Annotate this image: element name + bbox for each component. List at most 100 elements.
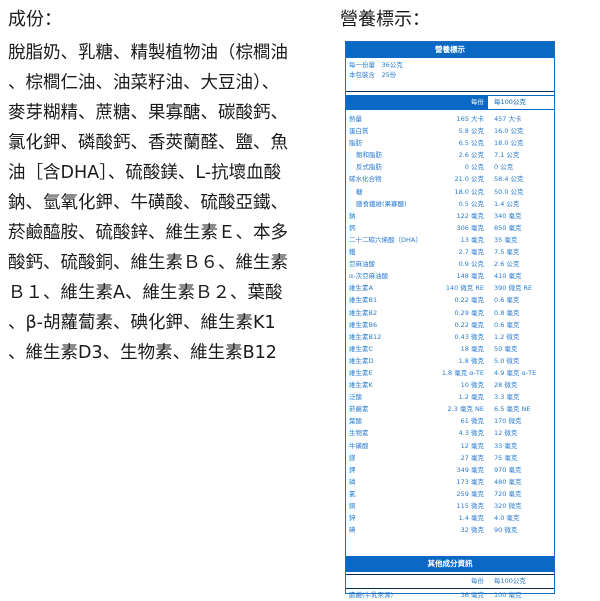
per-100g-value: 5.0 微克	[494, 356, 520, 365]
per-serving-value: 0.9 公克	[458, 260, 484, 269]
table-row: 維生素K 10 微克 28 微克	[346, 379, 554, 391]
ingredient-line: 脫脂奶、乳糖、精製植物油（棕櫚油	[8, 43, 288, 63]
per-serving-value: 0.5 公克	[458, 199, 484, 208]
nutrient-name: 維生素A	[349, 284, 373, 293]
nutrient-name: 維生素K	[349, 381, 373, 390]
table-row: 生物素 4.3 微克 12 微克	[346, 427, 554, 439]
table-row: 維生素A 140 微克 RE 390 微克 RE	[346, 282, 554, 294]
per-100g-value: 50 毫克	[494, 344, 518, 353]
per-serving-value: 140 微克 RE	[445, 284, 484, 293]
per-100g-value: 16.0 公克	[494, 127, 524, 136]
nutrient-name: 維生素B2	[349, 308, 378, 317]
per-serving-value: 122 毫克	[456, 211, 484, 220]
nutrient-name: 鋅	[349, 514, 356, 523]
table-row: 磷 173 毫克 480 毫克	[346, 476, 554, 488]
nutrient-name: 磷	[349, 477, 356, 486]
per-100g-value: 0 公克	[494, 163, 514, 172]
ingredients-section: 成份： 脫脂奶、乳糖、精製植物油（棕櫚油 、棕櫚仁油、油菜籽油、大豆油）、 麥芽糊精…	[8, 6, 334, 368]
table-row: 反式脂肪 0 公克 0 公克	[346, 161, 554, 173]
table-row: 膽鹼(牛乳來源) 36 毫克 100 毫克	[346, 589, 554, 601]
nutrient-name: 氯	[349, 489, 356, 498]
per-serving-value: 173 毫克	[456, 477, 484, 486]
table-row: 維生素B12 0.43 微克 1.2 微克	[346, 331, 554, 343]
nutrient-name: 二十二碳六烯酸（DHA）	[349, 235, 422, 244]
ingredient-line: 酸鈣、硫酸銅、維生素Ｂ６、維生素	[8, 253, 288, 273]
per-serving-value: 0.22 毫克	[454, 296, 484, 305]
table-row: 維生素B1 0.22 毫克 0.6 毫克	[346, 294, 554, 306]
other-column-header: 每份 每100公克	[346, 574, 554, 588]
per-100g-value: 100 毫克	[494, 591, 522, 599]
col-per-100g: 每100公克	[488, 96, 554, 109]
per-100g-value: 320 微克	[494, 502, 522, 510]
nutrition-title: 營養標示：	[340, 9, 430, 30]
nutrient-name: 鐵	[349, 248, 356, 257]
nutrient-name: 維生素B12	[349, 332, 382, 341]
nutrient-name: 碘	[349, 526, 356, 535]
per-serving-value: 12 毫克	[460, 441, 484, 450]
nutrition-table: 營養標示 每一份量 36公克 本包裝含 25份 每份 每100公克 熱量 165 …	[345, 41, 555, 599]
nutrient-name: 銅	[349, 502, 356, 510]
nutrient-name: 生物素	[349, 429, 369, 438]
nutrient-name: 維生素B6	[349, 320, 378, 329]
nutrient-name: 維生素B1	[349, 296, 378, 305]
per-100g-value: 720 毫克	[494, 489, 522, 498]
per-serving-value: 10 微克	[460, 381, 484, 390]
nutrient-name: 亞麻油酸	[349, 260, 375, 269]
per-serving-value: 165 大卡	[456, 115, 484, 123]
table-row: 鈣 306 毫克 850 毫克	[346, 222, 554, 234]
nutrient-name: 糖	[356, 187, 363, 196]
nutrient-name: 熱量	[349, 115, 362, 123]
per-100g-value: 410 毫克	[494, 272, 522, 281]
per-serving-value: 18 毫克	[460, 344, 484, 353]
per-serving-value: 0.43 微克	[454, 332, 484, 341]
per-serving-value: 36 毫克	[460, 591, 484, 599]
nutrient-name: 鈉	[349, 211, 356, 220]
nutrient-name: 鎂	[349, 453, 356, 462]
per-serving-value: 1.8 毫克 α-TE	[441, 368, 484, 377]
ingredient-line: 油［含DHA］、硫酸鎂、L-抗壞血酸	[8, 163, 282, 183]
nutrient-name: 膽鹼(牛乳來源)	[349, 591, 394, 599]
table-row: 脂肪 6.5 公克 18.0 公克	[346, 137, 554, 149]
table-row: 鐵 2.7 毫克 7.5 毫克	[346, 246, 554, 258]
per-serving-value: 1.2 毫克	[458, 393, 484, 402]
per-100g-value: 7.5 毫克	[494, 248, 520, 257]
per-100g-value: 850 毫克	[494, 223, 522, 232]
table-row: 牛磺酸 12 毫克 33 毫克	[346, 440, 554, 452]
per-100g-value: 1.2 微克	[494, 332, 520, 341]
per-serving-value: 349 毫克	[456, 465, 484, 474]
col-per-serving: 每份	[471, 577, 484, 585]
per-serving-value: 2.3 毫克 NE	[447, 405, 484, 414]
table-row: 糖 18.0 公克 50.0 公克	[346, 186, 554, 198]
per-serving-value: 0 公克	[464, 163, 484, 172]
table-row: 葉酸 61 微克 170 微克	[346, 415, 554, 427]
per-100g-value: 2.6 公克	[494, 260, 520, 269]
table-row: 碘 32 微克 90 微克	[346, 524, 554, 536]
table-row: 鋅 1.4 毫克 4.0 毫克	[346, 512, 554, 524]
servings-per-package: 本包裝含 25份	[349, 71, 397, 79]
per-serving-value: 2.7 毫克	[458, 248, 484, 257]
ingredients-title: 成份：	[8, 9, 62, 30]
per-100g-value: 6.5 毫克 NE	[494, 405, 531, 414]
ingredient-line: 菸鹼醯胺、硫酸鋅、維生素Ｅ、本多	[8, 223, 288, 243]
serving-size: 每一份量 36公克	[349, 61, 403, 69]
per-serving-value: 4.3 微克	[458, 429, 484, 438]
ingredient-line: 、棕櫚仁油、油菜籽油、大豆油）、	[8, 73, 280, 93]
per-serving-value: 1.8 微克	[458, 356, 484, 365]
per-100g-value: 12 微克	[494, 429, 518, 438]
other-info-header: 其他成分資訊	[346, 556, 554, 572]
per-serving-value: 21.0 公克	[454, 175, 484, 184]
column-header: 每份 每100公克	[346, 95, 554, 110]
table-row: 亞麻油酸 0.9 公克 2.6 公克	[346, 258, 554, 270]
nutrient-name: 反式脂肪	[356, 163, 382, 172]
nutrient-name: 維生素C	[349, 344, 374, 353]
per-serving-value: 13 毫克	[460, 235, 484, 244]
nutrient-name: 鈣	[349, 223, 356, 232]
per-100g-value: 970 毫克	[494, 465, 522, 474]
nutrient-name: 牛磺酸	[349, 441, 369, 450]
col-per-100g: 每100公克	[494, 577, 526, 585]
per-serving-value: 0.29 毫克	[454, 308, 484, 317]
per-100g-value: 18.0 公克	[494, 139, 524, 148]
per-100g-value: 90 微克	[494, 526, 518, 535]
table-row: 蛋白質 5.8 公克 16.0 公克	[346, 125, 554, 137]
per-100g-value: 480 毫克	[494, 477, 522, 486]
